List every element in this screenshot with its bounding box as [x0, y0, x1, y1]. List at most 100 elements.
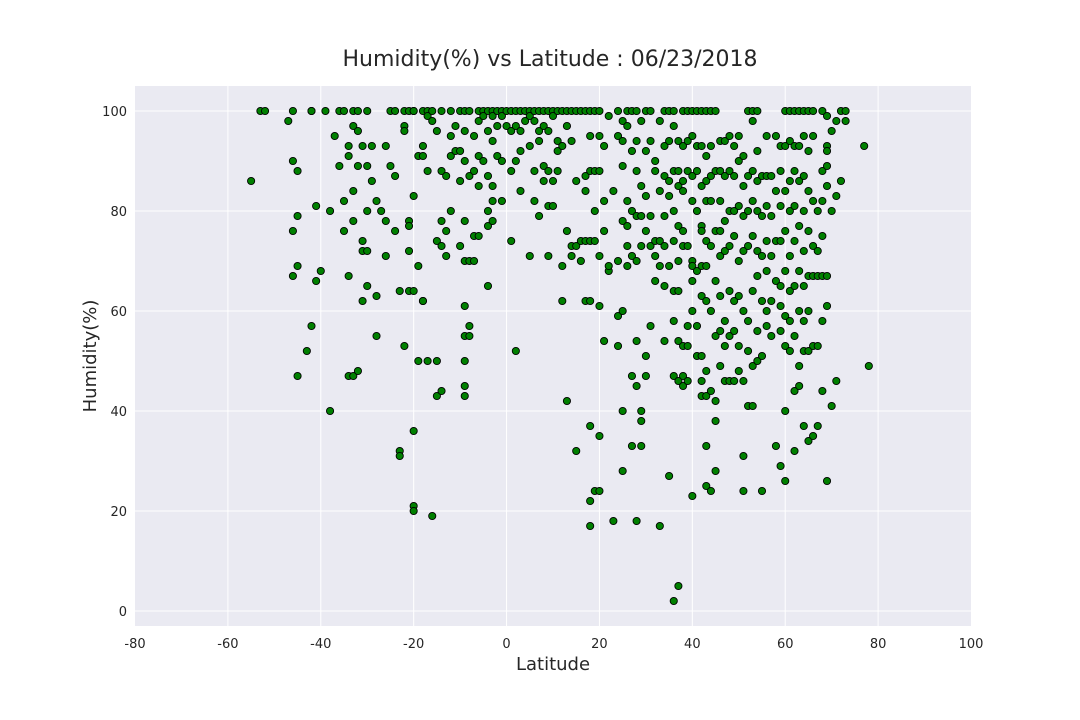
data-point: [391, 171, 400, 181]
data-point: [530, 116, 539, 126]
data-point: [665, 261, 674, 271]
data-point: [730, 141, 739, 151]
data-point: [669, 316, 678, 326]
data-point: [744, 171, 753, 181]
data-point: [358, 141, 367, 151]
data-point: [753, 106, 762, 116]
data-point: [572, 176, 581, 186]
data-point: [748, 166, 757, 176]
x-tick-label: -20: [403, 637, 424, 652]
data-point: [790, 386, 799, 396]
data-point: [753, 176, 762, 186]
data-point: [753, 146, 762, 156]
data-point: [822, 181, 832, 191]
data-point: [790, 281, 799, 291]
data-point: [312, 276, 321, 286]
data-point: [706, 241, 715, 251]
data-point: [627, 371, 637, 381]
data-point: [753, 356, 762, 366]
data-point: [367, 176, 376, 186]
data-point: [349, 371, 358, 381]
data-point: [748, 286, 757, 296]
data-point: [293, 371, 302, 381]
data-point: [795, 306, 804, 316]
data-point: [539, 121, 548, 131]
data-point: [497, 156, 506, 166]
data-point: [260, 106, 270, 116]
data-point: [613, 341, 623, 351]
data-point: [785, 346, 794, 356]
data-point: [706, 306, 715, 316]
data-point: [409, 426, 418, 436]
data-point: [460, 126, 469, 136]
data-point: [725, 331, 734, 341]
data-point: [558, 261, 567, 271]
data-point: [432, 356, 441, 366]
data-point: [748, 196, 757, 206]
data-point: [404, 246, 414, 256]
data-point: [706, 386, 715, 396]
data-point: [827, 401, 836, 411]
data-point: [618, 306, 627, 316]
data-point: [716, 326, 725, 336]
data-point: [720, 216, 729, 226]
data-point: [483, 281, 493, 291]
data-point: [655, 186, 664, 196]
data-point: [795, 221, 804, 231]
data-point: [507, 126, 516, 136]
data-point: [400, 341, 409, 351]
data-point: [739, 246, 748, 256]
data-point: [288, 271, 297, 281]
data-point: [637, 211, 646, 221]
data-point: [423, 356, 432, 366]
x-tick-label: 80: [870, 637, 887, 652]
data-point: [502, 121, 511, 131]
data-point: [288, 106, 297, 116]
data-point: [349, 186, 358, 196]
data-point: [483, 221, 493, 231]
data-point: [488, 181, 497, 191]
data-point: [762, 201, 771, 211]
data-point: [293, 261, 302, 271]
data-point: [539, 161, 548, 171]
chart-title: Humidity(%) vs Latitude : 06/23/2018: [342, 47, 757, 72]
data-point: [530, 166, 539, 176]
data-point: [344, 151, 353, 161]
data-point: [613, 256, 623, 266]
data-point: [734, 156, 743, 166]
data-point: [781, 406, 790, 416]
data-point: [586, 131, 595, 141]
data-point: [692, 206, 702, 216]
data-point: [804, 226, 813, 236]
data-point: [818, 106, 827, 116]
data-point: [641, 351, 650, 361]
data-point: [465, 321, 474, 331]
data-point: [363, 281, 372, 291]
data-point: [785, 176, 794, 186]
data-point: [497, 196, 506, 206]
data-point: [669, 206, 678, 216]
data-point: [535, 126, 544, 136]
data-point: [730, 206, 739, 216]
data-point: [781, 476, 790, 486]
data-point: [706, 196, 715, 206]
data-point: [632, 166, 641, 176]
data-point: [400, 126, 409, 136]
data-point: [465, 171, 474, 181]
data-point: [692, 321, 702, 331]
data-point: [353, 161, 362, 171]
data-point: [799, 131, 808, 141]
data-point: [326, 406, 335, 416]
data-point: [785, 251, 794, 261]
data-point: [748, 116, 757, 126]
data-point: [409, 191, 418, 201]
data-point: [702, 151, 711, 161]
data-point: [665, 176, 674, 186]
data-point: [655, 521, 664, 531]
data-point: [683, 341, 692, 351]
data-point: [683, 136, 692, 146]
data-point: [293, 211, 302, 221]
y-tick-label: 0: [119, 605, 127, 620]
data-point: [623, 241, 632, 251]
data-point: [641, 191, 650, 201]
